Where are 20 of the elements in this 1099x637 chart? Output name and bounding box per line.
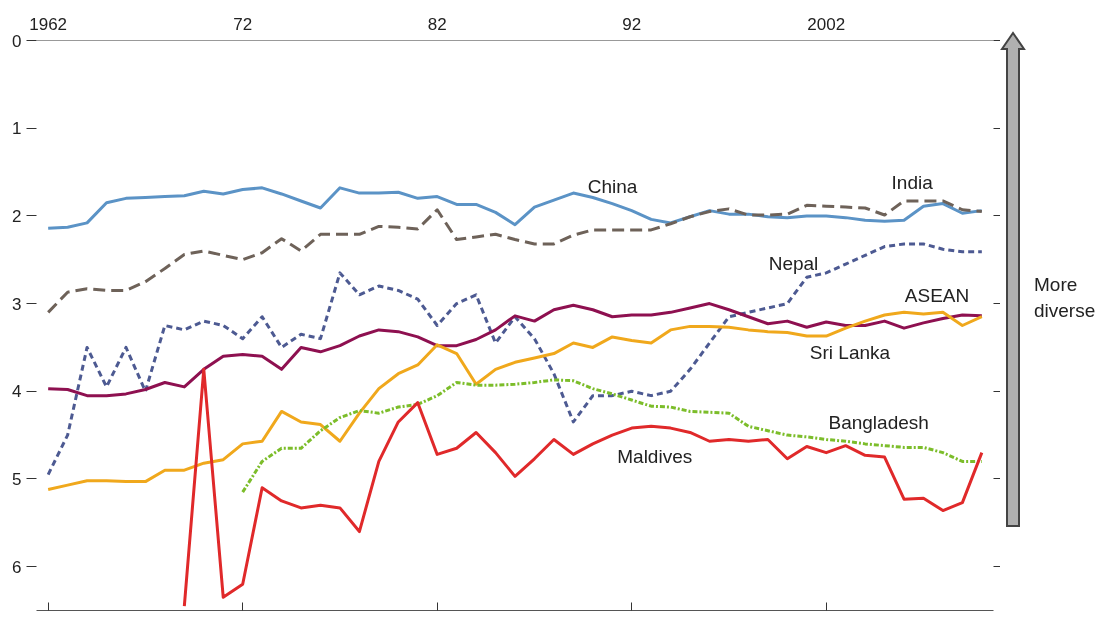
y-tick-label: 0 <box>12 31 22 51</box>
x-tick-label: 2002 <box>807 14 846 34</box>
series-label: ASEAN <box>904 285 970 307</box>
y-tick-label: 3 <box>12 294 22 314</box>
series-label: Sri Lanka <box>809 342 891 364</box>
series-label: China <box>587 176 638 198</box>
series-label: Bangladesh <box>828 412 929 434</box>
y-tick-label: 4 <box>12 382 22 402</box>
y-tick-label: 2 <box>12 206 22 226</box>
y-tick-label: 5 <box>12 469 22 489</box>
x-tick-label: 72 <box>233 14 253 34</box>
x-tick-label: 82 <box>427 14 447 34</box>
series-label: Nepal <box>768 252 819 274</box>
text: More diverse <box>1034 273 1096 323</box>
x-tick-label: 1962 <box>29 14 68 34</box>
series-label: Maldives <box>617 445 693 467</box>
x-tick-label: 92 <box>622 14 642 34</box>
series-label: India <box>891 171 934 193</box>
y-tick-label: 1 <box>12 119 22 139</box>
y-tick-label: 6 <box>12 557 22 577</box>
